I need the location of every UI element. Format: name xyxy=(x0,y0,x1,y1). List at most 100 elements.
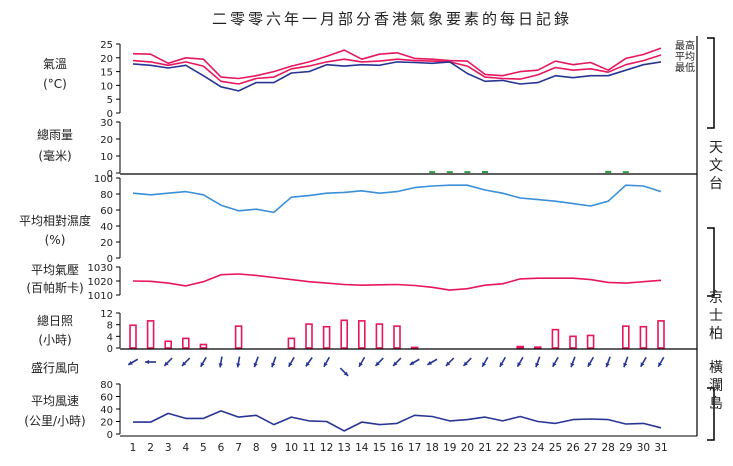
wind-arrow-head xyxy=(517,362,522,367)
x-tick-label: 29 xyxy=(619,442,632,454)
wind-direction-label: 盛行風向 xyxy=(31,360,79,375)
x-tick-label: 14 xyxy=(355,442,369,454)
x-tick-label: 6 xyxy=(218,442,225,454)
temperature-y-tick-label: 0 xyxy=(107,109,113,120)
sunshine-bar xyxy=(234,325,243,349)
x-tick-label: 5 xyxy=(200,442,207,454)
wind-arrow-head xyxy=(164,361,169,366)
sunshine-y-tick-label: 12 xyxy=(100,309,113,320)
station-label-waglan: 島 xyxy=(709,396,723,412)
wind-arrow-head xyxy=(181,361,187,366)
humidity-line xyxy=(132,184,662,214)
wind-speed-label: 平均風速 xyxy=(31,394,79,408)
temperature-max-line xyxy=(132,47,662,80)
pressure-y-tick-label: 1020 xyxy=(88,277,113,288)
temperature-unit-label: (°C) xyxy=(43,77,67,91)
x-tick-label: 8 xyxy=(253,442,260,454)
x-tick-label: 10 xyxy=(285,442,298,454)
rainfall-unit-label: (毫米) xyxy=(38,148,71,163)
x-tick-label: 19 xyxy=(443,442,456,454)
x-tick-label: 24 xyxy=(531,442,545,454)
station-label-observatory: 文 xyxy=(709,158,723,174)
rainfall-y-tick-label: 20 xyxy=(100,135,113,146)
temperature-label: 氣溫 xyxy=(43,57,67,71)
sunshine-bar xyxy=(551,328,560,349)
station-bracket-kingspark-top xyxy=(707,227,715,297)
sunshine-y-tick-label: 8 xyxy=(107,321,113,332)
x-tick-label: 18 xyxy=(426,442,439,454)
sunshine-bar xyxy=(393,325,401,349)
sunshine-bar xyxy=(164,340,172,349)
wind-arrow-head xyxy=(605,362,610,368)
sunshine-bar xyxy=(586,334,595,349)
rainfall-bar xyxy=(605,170,612,173)
chart-panels: 0510152025氣溫(°C)最高平均最低0102030總雨量(毫米)0204… xyxy=(19,36,698,441)
sunshine-bar xyxy=(287,337,296,349)
x-tick-label: 27 xyxy=(584,442,597,454)
x-tick-label: 23 xyxy=(514,442,527,454)
temperature-y-tick-label: 10 xyxy=(100,81,113,92)
wind-speed-y-tick-label: 80 xyxy=(100,380,113,391)
rainfall-bar xyxy=(622,171,629,173)
wind-arrow-head xyxy=(623,362,628,368)
wind-arrow-head xyxy=(288,362,293,367)
station-label-observatory: 天 xyxy=(709,140,723,156)
wind-arrow-head xyxy=(658,362,663,367)
x-tick-label: 9 xyxy=(270,442,277,454)
wind-speed-y-tick-label: 20 xyxy=(100,418,113,429)
humidity-y-tick-label: 0 xyxy=(107,254,113,265)
rainfall-label: 總雨量 xyxy=(37,127,73,142)
rainfall-y-tick-label: 10 xyxy=(100,152,113,163)
humidity-y-tick-label: 100 xyxy=(94,174,113,185)
wind-arrow-head xyxy=(552,362,557,367)
wind-arrow-head xyxy=(482,362,487,367)
x-tick-label: 31 xyxy=(654,442,667,454)
x-tick-label: 2 xyxy=(147,442,154,454)
x-tick-label: 3 xyxy=(165,442,172,454)
rainfall-y-tick-label: 30 xyxy=(100,118,113,129)
pressure-label: 平均氣壓 xyxy=(31,263,79,277)
wind-arrow-head xyxy=(375,361,380,366)
sunshine-bar xyxy=(621,325,630,349)
temperature-y-tick-label: 20 xyxy=(100,54,113,65)
rainfall-bar xyxy=(446,171,453,173)
station-label-kingspark: 京 xyxy=(709,290,723,306)
wind-arrow-head xyxy=(343,371,349,376)
station-label-kingspark: 士 xyxy=(709,308,723,324)
legend-min: 最低 xyxy=(675,61,695,74)
temperature-y-tick-label: 5 xyxy=(107,95,113,106)
wind-arrow-head xyxy=(587,362,592,367)
wind-arrow-head xyxy=(305,362,310,367)
sunshine-label: 總日照 xyxy=(37,313,73,328)
sunshine-bar xyxy=(639,325,648,349)
wind-arrow-head xyxy=(427,360,432,365)
station-bracket-waglan xyxy=(707,387,715,441)
chart-title: 二零零六年一月部分香港氣象要素的每日記錄 xyxy=(212,10,572,28)
sunshine-y-tick-label: 0 xyxy=(107,344,113,355)
wind-arrow-head xyxy=(535,362,540,368)
x-tick-label: 26 xyxy=(566,442,580,454)
sunshine-bar xyxy=(305,323,313,349)
sunshine-bar xyxy=(410,346,419,349)
humidity-unit-label: (%) xyxy=(45,233,66,247)
wind-speed-y-tick-label: 40 xyxy=(100,405,113,416)
x-tick-label: 16 xyxy=(390,442,404,454)
sunshine-y-tick-label: 4 xyxy=(107,332,113,343)
pressure-y-tick-label: 1010 xyxy=(88,291,113,302)
wind-arrow-head xyxy=(145,359,150,365)
sunshine-bar xyxy=(146,320,155,349)
x-tick-label: 4 xyxy=(182,442,189,454)
legend-mean: 平均 xyxy=(675,51,695,63)
sunshine-bar xyxy=(569,335,577,349)
sunshine-bar xyxy=(129,324,137,349)
station-label-waglan: 瀾 xyxy=(709,378,723,394)
wind-arrow-head xyxy=(445,361,451,366)
wind-speed-y-tick-label: 60 xyxy=(100,393,113,404)
wind-arrow-head xyxy=(128,360,133,365)
wind-arrow-head xyxy=(236,363,241,368)
x-tick-label: 21 xyxy=(478,442,491,454)
sunshine-bar xyxy=(657,320,665,349)
temperature-mean-line xyxy=(132,54,662,85)
humidity-y-tick-label: 20 xyxy=(100,238,113,249)
wind-arrow-head xyxy=(499,362,504,367)
